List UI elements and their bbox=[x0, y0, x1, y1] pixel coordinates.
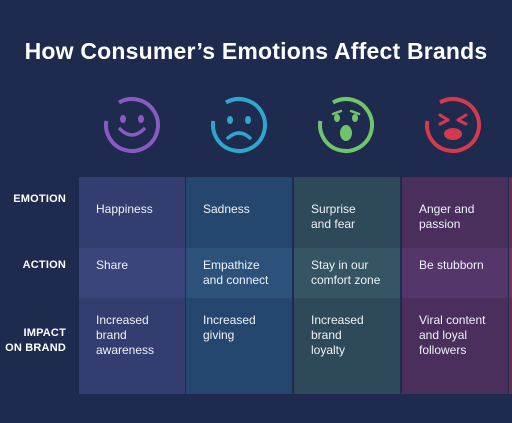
cell-text: comfort zone bbox=[311, 273, 381, 287]
cell-text: Increased brand bbox=[311, 313, 364, 342]
cell-text: Anger and bbox=[419, 202, 475, 216]
cell-text: and loyal bbox=[419, 328, 468, 342]
cell-text: brand bbox=[96, 328, 127, 342]
cell-text: Viral content bbox=[419, 313, 486, 327]
cell-text: awareness bbox=[96, 343, 155, 357]
emotion-cell-surprise: Surprise and fear bbox=[294, 177, 400, 248]
smiling-face-icon bbox=[102, 95, 162, 155]
emotion-cell-happiness: Happiness bbox=[79, 177, 185, 248]
row-label-impact-line2: ON BRAND bbox=[5, 342, 66, 354]
cutoff-column-cell bbox=[509, 177, 512, 248]
action-cell-anger: Be stubborn bbox=[402, 248, 508, 298]
action-cell-sadness: Empathize and connect bbox=[186, 248, 292, 298]
row-label-emotion: EMOTION bbox=[13, 193, 66, 205]
cell-text: Be stubborn bbox=[419, 258, 484, 272]
sad-face-icon bbox=[209, 95, 269, 155]
cell-text: Increased bbox=[203, 313, 256, 327]
angry-face-icon bbox=[423, 95, 483, 155]
cell-text: Stay in our bbox=[311, 258, 369, 272]
cutoff-column-cell bbox=[509, 298, 512, 394]
cell-text: Increased bbox=[96, 313, 149, 327]
action-cell-surprise: Stay in our comfort zone bbox=[294, 248, 400, 298]
cell-text: Empathize bbox=[203, 258, 260, 272]
row-label-impact-line1: IMPACT bbox=[23, 327, 66, 339]
cell-text: followers bbox=[419, 343, 467, 357]
impact-cell-anger: Viral content and loyal followers bbox=[402, 298, 508, 394]
cell-text: and connect bbox=[203, 273, 269, 287]
cell-text: Happiness bbox=[96, 202, 153, 216]
impact-cell-surprise: Increased brand loyalty bbox=[294, 298, 400, 394]
impact-cell-happiness: Increased brand awareness bbox=[79, 298, 185, 394]
emotion-cell-anger: Anger and passion bbox=[402, 177, 508, 248]
impact-cell-sadness: Increased giving bbox=[186, 298, 292, 394]
cell-text: Share bbox=[96, 258, 129, 272]
cell-text: loyalty bbox=[311, 343, 346, 357]
row-label-action: ACTION bbox=[22, 259, 66, 271]
cell-text: giving bbox=[203, 328, 235, 342]
surprised-face-icon bbox=[316, 95, 376, 155]
cell-text: and fear bbox=[311, 217, 356, 231]
page-title: How Consumer’s Emotions Affect Brands bbox=[24, 38, 488, 64]
emotion-cell-sadness: Sadness bbox=[186, 177, 292, 248]
cell-text: passion bbox=[419, 217, 461, 231]
action-cell-happiness: Share bbox=[79, 248, 185, 298]
row-label-impact: IMPACT ON BRAND bbox=[0, 326, 66, 356]
cell-text: Surprise bbox=[311, 202, 356, 216]
cutoff-column-cell bbox=[509, 248, 512, 298]
cell-text: Sadness bbox=[203, 202, 250, 216]
